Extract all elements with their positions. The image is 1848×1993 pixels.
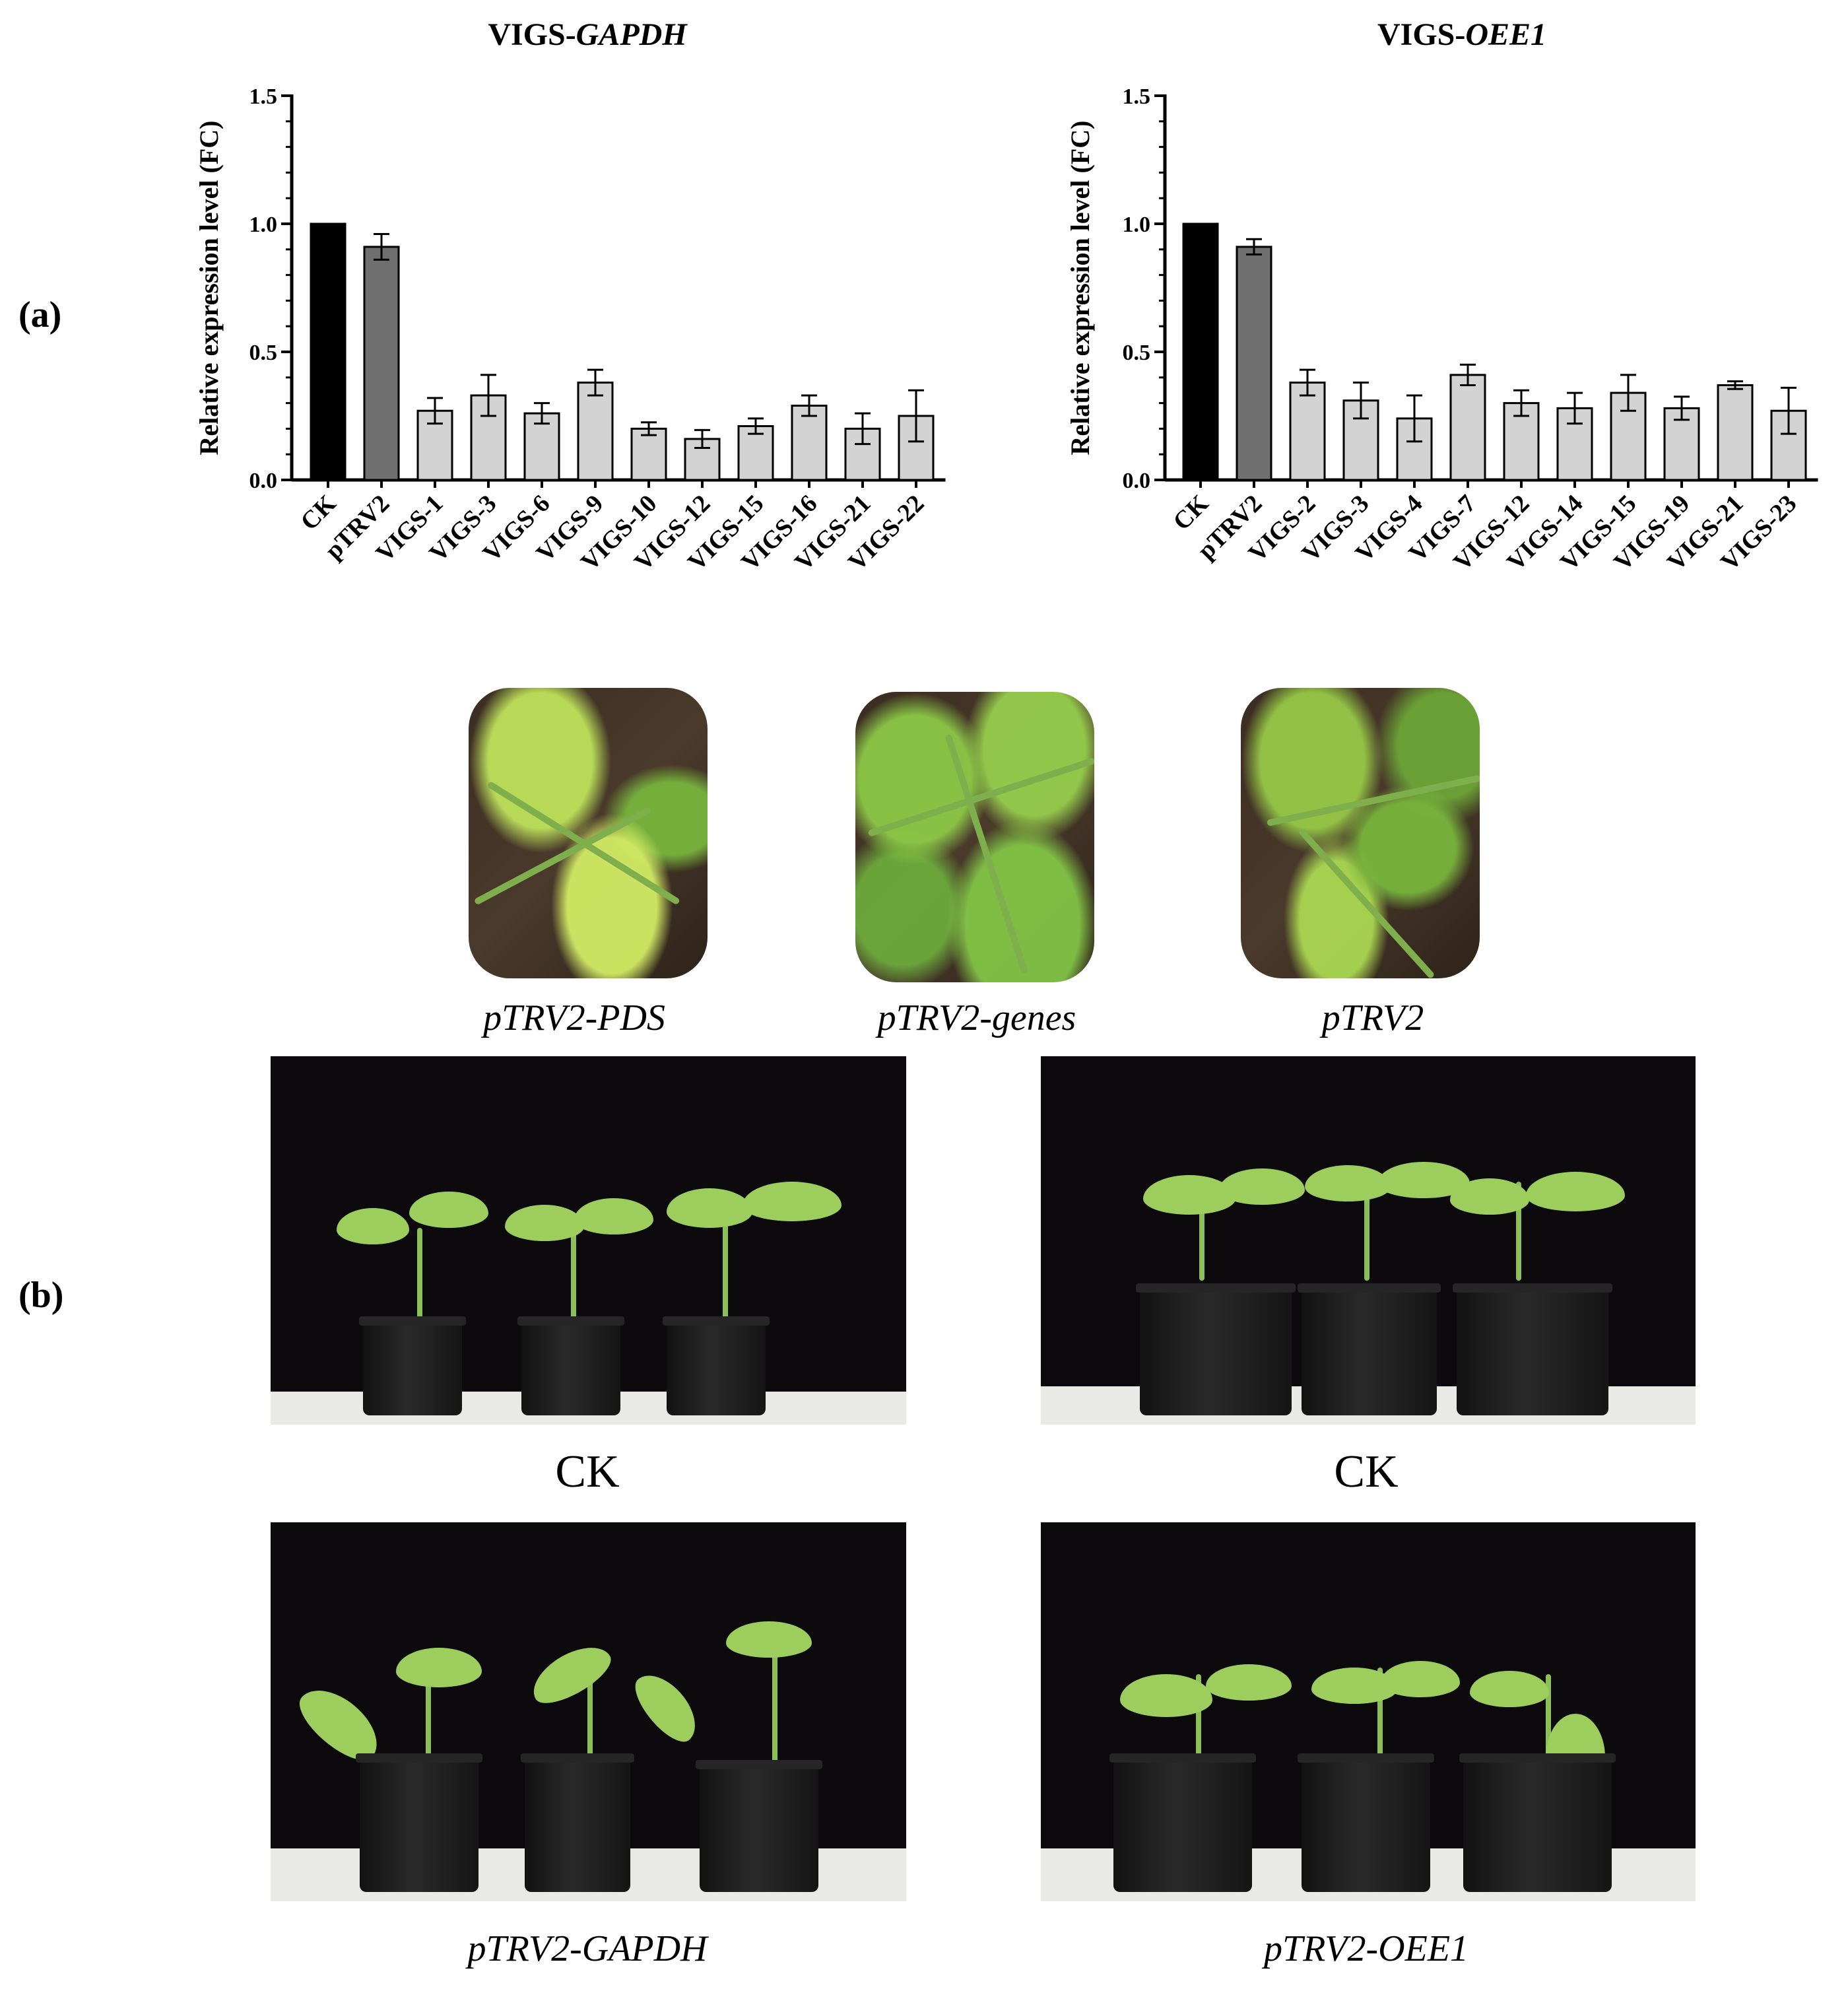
- photo-ck-right: [1041, 1056, 1696, 1425]
- chart-title-gene: GAPDH: [576, 17, 688, 52]
- y-tick-label: 1.5: [249, 84, 278, 109]
- bar: [1289, 382, 1326, 481]
- photo-ptrv2-oee1: [1041, 1522, 1696, 1901]
- y-tick-label: 1.0: [249, 213, 278, 237]
- bar: [1236, 246, 1272, 481]
- chart-title: VIGS-GAPDH: [488, 17, 688, 52]
- bar: [1449, 374, 1486, 481]
- thumbnail-ptrv2-photo: [1241, 688, 1480, 978]
- chart-title-prefix: VIGS-: [488, 17, 576, 52]
- bar: [630, 427, 667, 481]
- photo-ck-left: [271, 1056, 906, 1425]
- thumbnail-genes-photo: [855, 692, 1094, 982]
- chart-title: VIGS-OEE1: [1377, 17, 1546, 52]
- chart-0: VIGS-GAPDH Relative expression level (FC)…: [194, 17, 946, 576]
- y-axis-label: Relative expression level (FC): [1065, 121, 1095, 456]
- photo-caption-ck-right: CK: [1334, 1446, 1399, 1497]
- bar: [791, 404, 828, 481]
- bar: [1717, 384, 1754, 481]
- photo-caption-ptrv2-gapdh: pTRV2-GAPDH: [467, 1928, 708, 1969]
- y-tick-label: 0.0: [249, 469, 278, 493]
- x-tick-label: CK: [295, 489, 341, 535]
- bar: [1182, 222, 1219, 481]
- thumbnail-caption-ptrv2: pTRV2: [1321, 997, 1424, 1038]
- chart-title-prefix: VIGS-: [1377, 17, 1465, 52]
- panel-label-a: (a): [18, 294, 62, 335]
- y-tick-label: 1.5: [1123, 84, 1151, 109]
- x-tick-label: CK: [1168, 489, 1214, 535]
- photo-caption-ck-left: CK: [555, 1446, 620, 1497]
- bar: [310, 222, 346, 481]
- y-tick-label: 1.0: [1123, 213, 1151, 237]
- chart-1: VIGS-OEE1 Relative expression level (FC) 0…: [1065, 17, 1818, 576]
- photo-ptrv2-gapdh: [271, 1522, 906, 1901]
- chart-title-gene: OEE1: [1465, 17, 1546, 52]
- thumbnail-caption-genes: pTRV2-genes: [877, 997, 1076, 1038]
- thumbnail-pds-photo: [469, 688, 708, 978]
- thumbnail-caption-pds: pTRV2-PDS: [483, 997, 665, 1038]
- y-tick-label: 0.0: [1123, 469, 1151, 493]
- panel-label-b: (b): [18, 1275, 64, 1316]
- y-tick-label: 0.5: [1123, 341, 1151, 365]
- y-tick-label: 0.5: [249, 341, 278, 365]
- photo-caption-ptrv2-oee1: pTRV2-OEE1: [1263, 1928, 1469, 1969]
- bar: [577, 382, 614, 481]
- bar: [363, 246, 400, 481]
- y-axis-label: Relative expression level (FC): [194, 121, 224, 456]
